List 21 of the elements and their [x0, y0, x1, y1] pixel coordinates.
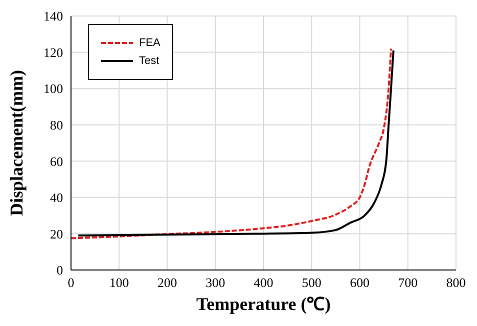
x-tick-label: 0: [68, 275, 74, 290]
x-tick-label: 400: [254, 275, 274, 290]
y-axis-title: Displacement(mm): [6, 70, 26, 216]
y-tick-label: 80: [50, 117, 63, 132]
y-tick-label: 20: [50, 226, 63, 242]
x-tick-label: 200: [158, 275, 177, 290]
x-tick-label: 700: [398, 275, 418, 290]
y-tick-label: 40: [50, 190, 63, 206]
legend-label: Test: [139, 55, 160, 67]
x-axis-title: Temperature (℃): [196, 294, 331, 314]
x-tick-label: 600: [350, 275, 370, 290]
x-tick-label: 800: [446, 275, 466, 290]
legend-label: FEA: [139, 37, 160, 49]
y-tick-label: 60: [50, 154, 63, 169]
y-tick-label: 0: [56, 262, 63, 278]
x-tick-label: 100: [109, 275, 129, 290]
y-tick-label: 100: [44, 81, 63, 96]
x-tick-label: 500: [302, 275, 322, 290]
x-tick-label: 300: [206, 275, 226, 290]
y-tick-label: 140: [44, 8, 63, 24]
y-tick-label: 120: [44, 44, 63, 60]
